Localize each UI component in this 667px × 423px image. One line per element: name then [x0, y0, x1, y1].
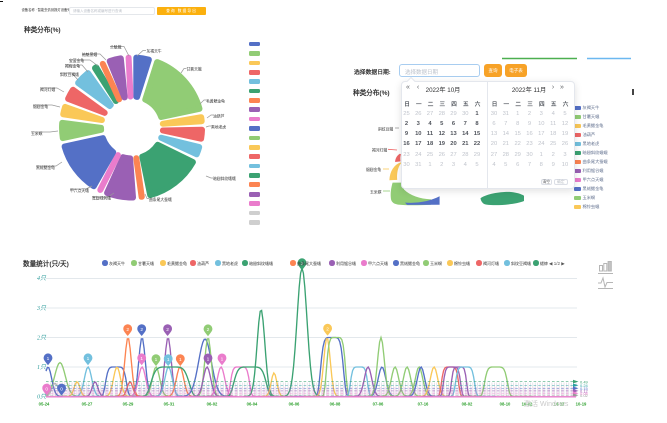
svg-text:06-08: 06-08 [330, 402, 341, 407]
svg-text:4只: 4只 [37, 275, 47, 282]
svg-text:10-19: 10-19 [576, 402, 587, 407]
svg-text:褐河灯蛾: 褐河灯蛾 [372, 148, 387, 153]
svg-text:07-06: 07-06 [373, 402, 384, 407]
svg-text:黑地老虎: 黑地老虎 [211, 125, 226, 130]
svg-text:灰褐天牛: 灰褐天牛 [147, 49, 162, 54]
svg-text:1: 1 [140, 356, 143, 362]
svg-text:3: 3 [301, 261, 304, 267]
svg-text:0.12: 0.12 [580, 389, 589, 394]
svg-text:0: 0 [45, 386, 48, 392]
svg-text:10-02: 10-02 [522, 402, 533, 407]
svg-text:2: 2 [326, 327, 329, 333]
svg-text:06-04: 06-04 [247, 402, 258, 407]
svg-text:08-10: 08-10 [500, 402, 511, 407]
svg-text:斜纹豆褐蛾: 斜纹豆褐蛾 [60, 72, 79, 77]
svg-text:袖魁黑蛾: 袖魁黑蛾 [82, 52, 97, 57]
svg-text:暗翅斜纹蛾蛾: 暗翅斜纹蛾蛾 [213, 176, 236, 181]
svg-text:2只: 2只 [37, 335, 47, 342]
svg-text:06-02: 06-02 [207, 402, 218, 407]
svg-text:1: 1 [207, 356, 210, 362]
svg-text:0: 0 [60, 386, 63, 392]
svg-text:1只: 1只 [37, 364, 47, 371]
svg-text:05-29: 05-29 [123, 402, 134, 407]
svg-text:05-24: 05-24 [39, 402, 50, 407]
svg-text:05-31: 05-31 [164, 402, 175, 407]
svg-text:油葫芦: 油葫芦 [213, 114, 225, 119]
svg-text:08-02: 08-02 [462, 402, 473, 407]
svg-text:褐河灯蛾: 褐河灯蛾 [40, 87, 55, 92]
svg-text:05-27: 05-27 [82, 402, 93, 407]
svg-text:10-12: 10-12 [554, 402, 565, 407]
svg-text:宽翅绿刺蛾: 宽翅绿刺蛾 [92, 196, 111, 201]
svg-text:3只: 3只 [36, 305, 47, 312]
svg-text:黑绒鳃金龟: 黑绒鳃金龟 [36, 165, 55, 170]
svg-text:毛黄鳃金龟: 毛黄鳃金龟 [206, 99, 225, 104]
svg-text:1: 1 [87, 356, 90, 362]
svg-text:烟翅金龟: 烟翅金龟 [366, 167, 381, 172]
svg-text:烟翅金龟: 烟翅金龟 [33, 104, 48, 109]
svg-text:2: 2 [166, 327, 169, 333]
svg-text:褐梅金龟: 褐梅金龟 [65, 64, 80, 69]
svg-text:0.08: 0.08 [580, 391, 589, 396]
svg-text:2: 2 [207, 327, 210, 333]
svg-text:07-16: 07-16 [418, 402, 429, 407]
svg-text:06-06: 06-06 [289, 402, 300, 407]
svg-text:斜纹豆蛾: 斜纹豆蛾 [378, 126, 393, 131]
svg-text:兰魁蛾: 兰魁蛾 [110, 45, 122, 50]
svg-text:玉米螟: 玉米螟 [31, 131, 43, 136]
svg-text:1: 1 [167, 357, 170, 363]
svg-text:2: 2 [140, 327, 143, 333]
svg-text:曲条尾大蚕蛾: 曲条尾大蚕蛾 [149, 197, 172, 202]
svg-text:甘薯天蛾: 甘薯天蛾 [187, 67, 202, 72]
svg-text:0.49: 0.49 [580, 379, 589, 384]
svg-text:0.24: 0.24 [580, 383, 589, 388]
svg-text:1: 1 [47, 356, 50, 362]
svg-text:0只: 0只 [37, 394, 47, 401]
svg-text:甲六点天蛾: 甲六点天蛾 [70, 188, 89, 193]
svg-text:2: 2 [126, 327, 129, 333]
svg-text:宝蓝金龟: 宝蓝金龟 [69, 58, 84, 63]
svg-text:1: 1 [221, 356, 224, 362]
svg-text:1: 1 [179, 357, 182, 363]
svg-text:0.15: 0.15 [580, 386, 589, 391]
svg-text:1: 1 [155, 357, 158, 363]
svg-text:0.02: 0.02 [580, 393, 589, 398]
svg-text:玉米螟: 玉米螟 [370, 190, 382, 195]
